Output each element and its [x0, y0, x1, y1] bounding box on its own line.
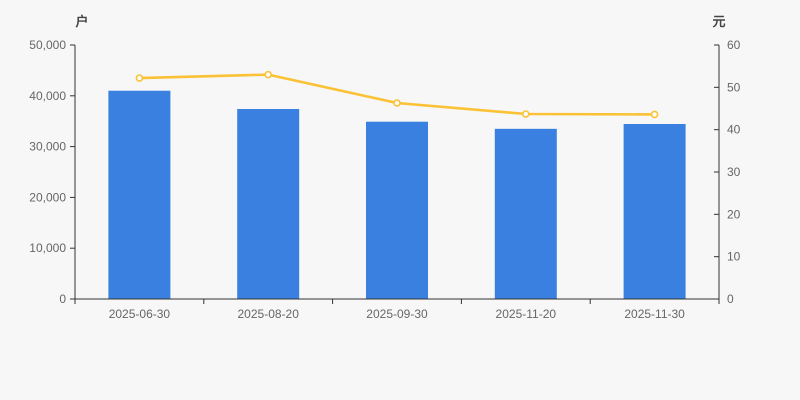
right-axis-tick-label: 50 — [727, 80, 741, 94]
left-axis-name: 户 — [75, 14, 88, 29]
left-axis-tick-label: 0 — [59, 292, 66, 306]
right-axis-tick-label: 0 — [727, 292, 734, 306]
left-axis-tick-label: 40,000 — [29, 89, 66, 103]
x-axis-label-2025-11-20: 2025-11-20 — [496, 307, 557, 321]
left-axis-tick-label: 30,000 — [29, 140, 66, 154]
x-axis-label-2025-09-30: 2025-09-30 — [366, 307, 428, 321]
left-axis-tick-label: 50,000 — [29, 38, 66, 52]
line-point-2025-08-20[interactable] — [264, 70, 273, 79]
x-axis-label-2025-06-30: 2025-06-30 — [109, 307, 171, 321]
right-axis-tick-label: 40 — [727, 123, 741, 137]
x-axis-label-2025-08-20: 2025-08-20 — [238, 307, 300, 321]
right-axis-tick-label: 30 — [727, 165, 741, 179]
bar-2025-11-20[interactable] — [494, 128, 557, 299]
bar-2025-08-20[interactable] — [237, 109, 300, 300]
line-point-2025-11-30[interactable] — [650, 110, 659, 119]
right-axis-tick-label: 10 — [727, 250, 741, 264]
line-point-2025-06-30[interactable] — [135, 74, 144, 82]
right-axis-name: 元 — [712, 14, 725, 29]
bar-2025-06-30[interactable] — [108, 90, 171, 299]
bar-2025-09-30[interactable] — [366, 121, 428, 299]
left-axis-tick-label: 10,000 — [29, 241, 66, 255]
bar-2025-11-30[interactable] — [623, 123, 686, 299]
right-axis-tick-label: 20 — [727, 207, 741, 221]
line-series — [138, 73, 656, 116]
line-point-2025-11-20[interactable] — [521, 110, 530, 118]
left-axis-tick-label: 20,000 — [29, 190, 66, 204]
right-axis-tick-label: 60 — [727, 38, 741, 52]
x-axis-label-2025-11-30: 2025-11-30 — [624, 307, 685, 321]
line-point-2025-09-30[interactable] — [393, 99, 401, 107]
